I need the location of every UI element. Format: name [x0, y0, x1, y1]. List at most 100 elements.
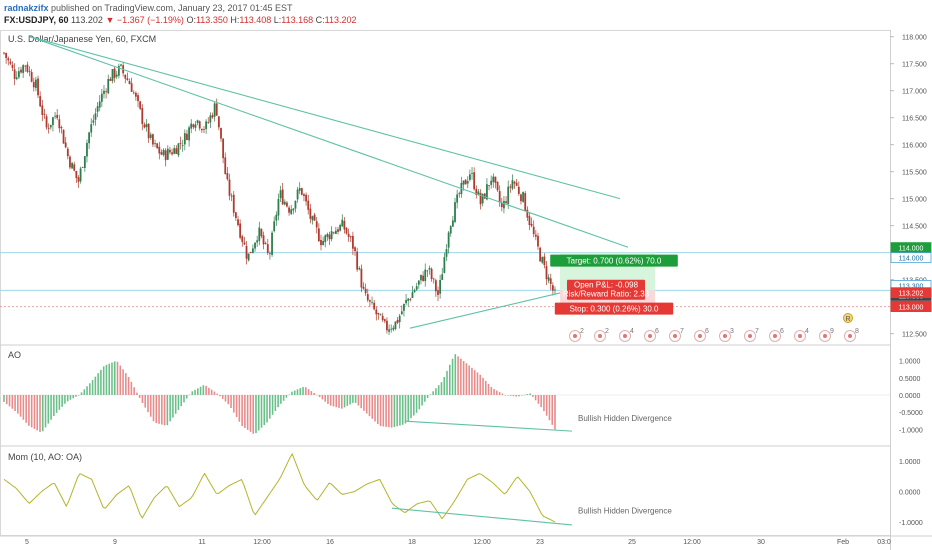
candle-body: [462, 180, 465, 185]
candle-body: [449, 226, 452, 234]
ao-tick-label: -1.0000: [899, 427, 923, 434]
ao-bar: [72, 395, 75, 399]
event-dot-icon: [723, 334, 727, 338]
ao-bar: [415, 395, 418, 413]
candle-body: [109, 78, 112, 81]
ao-bar: [257, 395, 260, 431]
candle-body: [79, 168, 82, 182]
chart-header: radnakzifx published on TradingView.com,…: [0, 0, 932, 30]
candle-body: [494, 176, 497, 183]
ao-bar: [354, 395, 357, 403]
candle-body: [171, 152, 173, 155]
candle-body: [409, 299, 412, 300]
price-tick-label: 112.500: [902, 332, 927, 339]
candle-body: [403, 303, 405, 311]
ao-bar: [504, 395, 506, 396]
time-tick-label: 5: [25, 539, 29, 546]
candle-body: [407, 298, 410, 301]
ao-bar: [19, 395, 22, 417]
candle-body: [13, 69, 16, 79]
ao-bar: [108, 363, 111, 395]
candle-body: [30, 72, 33, 82]
ao-bar: [401, 395, 404, 425]
candle-body: [98, 101, 101, 108]
ao-bar: [147, 395, 149, 413]
candle-body: [115, 74, 118, 77]
candle-body: [160, 152, 163, 155]
mom-tick-label: 0.0000: [899, 490, 921, 497]
ao-bar: [274, 395, 277, 412]
candle-body: [392, 327, 395, 330]
candle-body: [54, 115, 56, 117]
ao-bar: [61, 395, 63, 407]
ao-bar: [241, 395, 243, 427]
candles-group: [3, 51, 556, 335]
candle-body: [281, 189, 284, 205]
candle-body: [432, 278, 435, 280]
candle-body: [496, 181, 499, 191]
ao-bar: [471, 367, 473, 395]
candle-body: [441, 274, 444, 280]
ao-bar: [208, 387, 210, 395]
ao-bar: [169, 395, 171, 422]
ao-bar: [111, 362, 113, 395]
candle-body: [326, 233, 329, 237]
ao-bar: [460, 358, 462, 395]
candle-body: [149, 134, 152, 138]
chart-svg[interactable]: 118.000 117.500 117.000 116.500 116.000 115.5…: [0, 30, 932, 550]
ao-bar: [266, 395, 268, 423]
author-link[interactable]: radnakzifx: [4, 3, 49, 13]
ao-bar: [280, 395, 282, 404]
ao-bar: [518, 395, 520, 397]
ao-bar: [17, 395, 19, 414]
candle-body: [213, 103, 216, 117]
ao-bar: [376, 395, 379, 425]
candle-body: [252, 248, 254, 253]
ao-bar: [130, 381, 133, 395]
candle-body: [464, 179, 467, 185]
candle-body: [400, 311, 403, 315]
ao-bar: [299, 388, 302, 395]
candle-body: [379, 314, 382, 316]
candle-body: [83, 156, 86, 168]
candle-body: [549, 278, 552, 284]
ao-bar: [66, 395, 69, 402]
ao-bar: [39, 395, 41, 432]
candle-body: [228, 179, 231, 196]
price-tick-label: 117.000: [902, 89, 927, 96]
candle-body: [486, 184, 488, 200]
event-icons-group: 2 2 4 6 7 6 3 7 6 4 9 8: [569, 328, 859, 342]
candle-body: [107, 78, 110, 94]
ao-bar: [543, 395, 545, 412]
ao-bar: [5, 395, 8, 405]
ao-bar: [316, 394, 318, 396]
event-count: 7: [680, 328, 684, 335]
ao-bar: [435, 388, 437, 395]
ao-bar: [432, 391, 434, 395]
ao-bar: [246, 395, 249, 430]
ao-bar: [77, 395, 80, 396]
candle-body: [139, 101, 142, 109]
candle-body: [515, 182, 518, 186]
candle-body: [205, 121, 208, 130]
candle-body: [179, 142, 182, 144]
ao-bar: [338, 395, 340, 408]
open-label: O:: [186, 15, 196, 25]
candle-body: [473, 172, 476, 190]
ao-bar: [332, 395, 335, 407]
ao-bar: [305, 387, 307, 395]
candle-body: [481, 193, 484, 204]
candle-body: [254, 242, 256, 249]
ao-bar: [255, 395, 257, 434]
candle-body: [371, 301, 373, 303]
ao-bar: [346, 395, 349, 406]
ao-bar: [551, 395, 554, 425]
ao-bar: [28, 395, 30, 426]
ao-bar: [501, 393, 504, 395]
candle-body: [528, 216, 531, 226]
ao-bar: [119, 365, 122, 395]
candle-body: [134, 92, 137, 97]
chart-area[interactable]: 118.000 117.500 117.000 116.500 116.000 115.5…: [0, 30, 932, 550]
ao-bar: [136, 392, 138, 395]
ao-bar: [22, 395, 25, 420]
